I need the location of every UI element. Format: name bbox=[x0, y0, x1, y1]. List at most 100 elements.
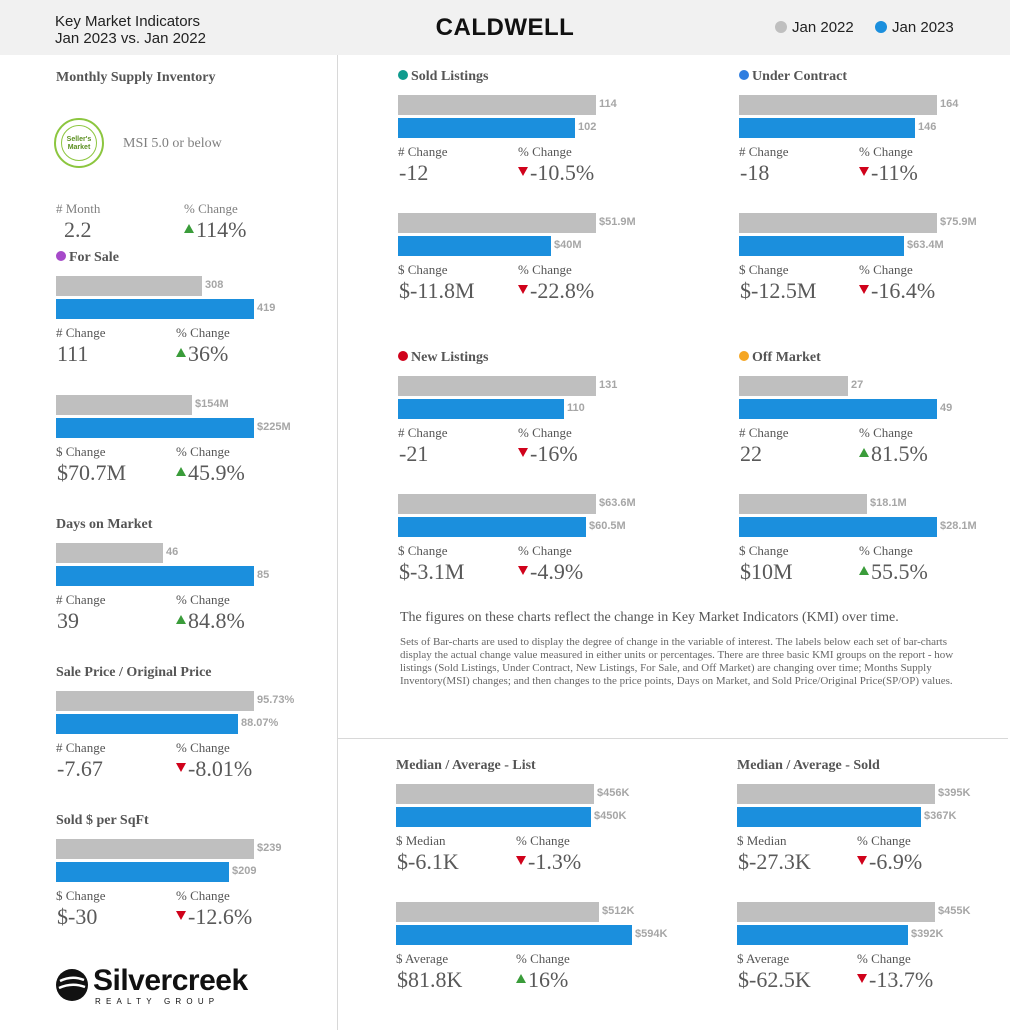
kmi-chart-9-change-label: $ Change bbox=[739, 262, 789, 277]
legend-label-prev: Jan 2022 bbox=[792, 19, 854, 36]
kmi-chart-7-pct-text: -22.8% bbox=[530, 278, 595, 303]
kmi-chart-6-change-value: -12 bbox=[399, 160, 429, 185]
kmi-chart-4-change-label: # Change bbox=[56, 740, 106, 755]
msi-note: MSI 5.0 or below bbox=[123, 136, 222, 151]
kmi-chart-5-change-label: $ Change bbox=[56, 888, 106, 903]
kmi-chart-4-bar-prev bbox=[56, 691, 254, 711]
kmi-chart-14-value-label-cur: $450K bbox=[594, 810, 627, 822]
kmi-chart-11-pct-text: -4.9% bbox=[530, 559, 584, 584]
kmi-chart-12-pct-text: 81.5% bbox=[871, 441, 928, 466]
kmi-chart-10-pct-text: -16% bbox=[530, 441, 578, 466]
kmi-chart-6-dot-icon bbox=[398, 70, 408, 80]
kmi-chart-7-bar-cur bbox=[398, 236, 551, 256]
kmi-chart-8-change-value: -18 bbox=[740, 160, 770, 185]
kmi-chart-3-bar-cur bbox=[56, 566, 254, 586]
kmi-chart-16-change-value: $-27.3K bbox=[738, 849, 811, 874]
kmi-chart-6-value-label-cur: 102 bbox=[578, 121, 597, 133]
logo-sub: REALTY GROUP bbox=[95, 997, 220, 1006]
kmi-chart-3-pct-value: 84.8% bbox=[176, 608, 245, 634]
kmi-chart-9-pct-value: -16.4% bbox=[859, 278, 935, 304]
kmi-chart-1-bar-prev bbox=[56, 276, 202, 296]
kmi-chart-6-title-text: Sold Listings bbox=[411, 69, 489, 84]
kmi-chart-2-bar-cur bbox=[56, 418, 254, 438]
kmi-chart-2-bar-prev bbox=[56, 395, 192, 415]
kmi-chart-13-bar-cur bbox=[739, 517, 937, 537]
kmi-chart-14-title: Median / Average - List bbox=[396, 758, 536, 774]
down-arrow-icon bbox=[518, 448, 528, 457]
kmi-chart-8-change-label: # Change bbox=[739, 144, 789, 159]
kmi-chart-10-title-text: New Listings bbox=[411, 350, 489, 365]
kmi-chart-15-pct-label: % Change bbox=[516, 951, 570, 966]
legend-item-prev: Jan 2022 bbox=[775, 19, 854, 36]
kmi-chart-12-value-label-cur: 49 bbox=[940, 402, 953, 414]
kmi-chart-5-title-text: Sold $ per SqFt bbox=[56, 813, 149, 828]
kmi-chart-3-title: Days on Market bbox=[56, 517, 152, 533]
kmi-chart-5-title: Sold $ per SqFt bbox=[56, 813, 149, 829]
kmi-chart-15-pct-text: 16% bbox=[528, 967, 569, 992]
kmi-chart-16-title: Median / Average - Sold bbox=[737, 758, 880, 774]
kmi-chart-7-value-label-cur: $40M bbox=[554, 239, 582, 251]
kmi-chart-6-value-label-prev: 114 bbox=[599, 98, 617, 110]
msi-pct-label: % Change bbox=[184, 201, 238, 216]
kmi-chart-9-value-label-cur: $63.4M bbox=[907, 239, 944, 251]
kmi-chart-13-change-label: $ Change bbox=[739, 543, 789, 558]
subtitle-line-2: Jan 2023 vs. Jan 2022 bbox=[55, 30, 206, 47]
kmi-chart-6-title: Sold Listings bbox=[398, 69, 488, 85]
kmi-chart-2-value-label-cur: $225M bbox=[257, 421, 291, 433]
kmi-chart-11-pct-label: % Change bbox=[518, 543, 572, 558]
kmi-chart-14-title-text: Median / Average - List bbox=[396, 758, 536, 773]
down-arrow-icon bbox=[176, 763, 186, 772]
up-arrow-icon bbox=[516, 974, 526, 983]
legend-label-cur: Jan 2023 bbox=[892, 19, 954, 36]
kmi-chart-5-pct-text: -12.6% bbox=[188, 904, 253, 929]
down-arrow-icon bbox=[516, 856, 526, 865]
kmi-chart-11-value-label-cur: $60.5M bbox=[589, 520, 626, 532]
kmi-chart-4-value-label-cur: 88.07% bbox=[241, 717, 279, 729]
kmi-chart-8-title: Under Contract bbox=[739, 69, 847, 85]
kmi-chart-7-pct-label: % Change bbox=[518, 262, 572, 277]
kmi-chart-1-dot-icon bbox=[56, 251, 66, 261]
kmi-chart-16-bar-cur bbox=[737, 807, 921, 827]
kmi-chart-16-title-text: Median / Average - Sold bbox=[737, 758, 880, 773]
kmi-chart-15-pct-value: 16% bbox=[516, 967, 568, 993]
kmi-chart-14-bar-cur bbox=[396, 807, 591, 827]
kmi-chart-11-pct-value: -4.9% bbox=[518, 559, 583, 585]
kmi-chart-17-change-label: $ Average bbox=[737, 951, 790, 966]
down-arrow-icon bbox=[176, 911, 186, 920]
up-arrow-icon bbox=[176, 615, 186, 624]
legend-dot-cur bbox=[875, 21, 887, 33]
kmi-chart-4-title-text: Sale Price / Original Price bbox=[56, 665, 212, 680]
kmi-chart-3-change-value: 39 bbox=[57, 608, 79, 633]
msi-title: Monthly Supply Inventory bbox=[56, 70, 216, 85]
kmi-chart-8-bar-prev bbox=[739, 95, 937, 115]
kmi-chart-15-value-label-cur: $594K bbox=[635, 928, 668, 940]
kmi-chart-16-pct-value: -6.9% bbox=[857, 849, 922, 875]
kmi-chart-17-value-label-cur: $392K bbox=[911, 928, 944, 940]
badge-line-1: Seller's bbox=[66, 136, 92, 143]
kmi-chart-2-value-label-prev: $154M bbox=[195, 398, 229, 410]
kmi-chart-9-bar-prev bbox=[739, 213, 937, 233]
kmi-chart-4-pct-value: -8.01% bbox=[176, 756, 252, 782]
kmi-chart-16-change-label: $ Median bbox=[737, 833, 787, 848]
kmi-chart-8-value-label-prev: 164 bbox=[940, 98, 959, 110]
kmi-chart-17-pct-text: -13.7% bbox=[869, 967, 934, 992]
kmi-chart-17-value-label-prev: $455K bbox=[938, 905, 971, 917]
kmi-chart-9-pct-text: -16.4% bbox=[871, 278, 936, 303]
kmi-chart-8-dot-icon bbox=[739, 70, 749, 80]
kmi-chart-6-bar-cur bbox=[398, 118, 575, 138]
kmi-chart-1-title: For Sale bbox=[56, 250, 119, 266]
kmi-chart-3-title-text: Days on Market bbox=[56, 517, 153, 532]
kmi-chart-4-value-label-prev: 95.73% bbox=[257, 694, 295, 706]
kmi-chart-1-value-label-prev: 308 bbox=[205, 279, 224, 291]
kmi-chart-7-value-label-prev: $51.9M bbox=[599, 216, 636, 228]
kmi-chart-8-bar-cur bbox=[739, 118, 915, 138]
kmi-chart-5-pct-label: % Change bbox=[176, 888, 230, 903]
down-arrow-icon bbox=[857, 856, 867, 865]
kmi-chart-4-change-value: -7.67 bbox=[57, 756, 103, 781]
kmi-chart-3-change-label: # Change bbox=[56, 592, 106, 607]
kmi-chart-12-change-value: 22 bbox=[740, 441, 762, 466]
kmi-chart-14-change-value: $-6.1K bbox=[397, 849, 459, 874]
kmi-chart-2-change-label: $ Change bbox=[56, 444, 106, 459]
kmi-chart-4-pct-text: -8.01% bbox=[188, 756, 253, 781]
down-arrow-icon bbox=[857, 974, 867, 983]
